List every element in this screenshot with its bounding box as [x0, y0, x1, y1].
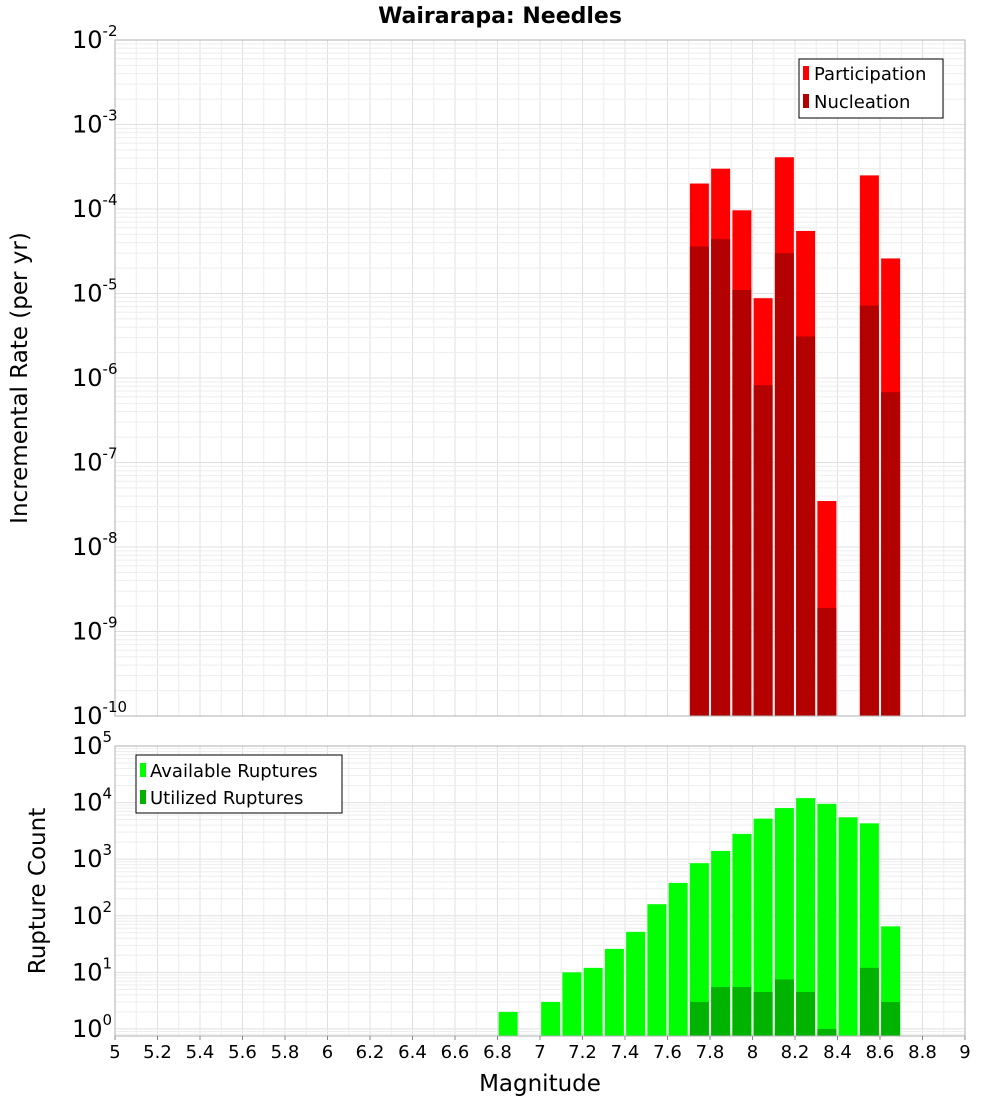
y-tick-label: 100 — [72, 1011, 112, 1043]
y-tick-label: 105 — [72, 728, 112, 760]
bar-available-ruptures — [774, 808, 794, 1036]
x-tick-label: 7.8 — [696, 1042, 725, 1063]
bar-available-ruptures — [668, 882, 688, 1036]
x-tick-label: 6.6 — [441, 1042, 470, 1063]
bar-available-ruptures — [817, 803, 837, 1036]
x-tick-label: 7 — [534, 1042, 545, 1063]
y-tick-label: 10-5 — [72, 276, 118, 308]
bar-nucleation — [817, 607, 837, 716]
bar-available-ruptures — [753, 818, 773, 1036]
bar-utilized-ruptures — [753, 991, 773, 1036]
bar-utilized-ruptures — [711, 987, 731, 1036]
top-panel-bars — [689, 157, 901, 717]
x-tick-label: 7.6 — [653, 1042, 682, 1063]
bar-nucleation — [753, 385, 773, 716]
x-tick-label: 7.4 — [611, 1042, 640, 1063]
x-tick-label: 8.8 — [908, 1042, 937, 1063]
y-tick-label: 10-7 — [72, 445, 118, 477]
top-panel-grid — [114, 40, 966, 717]
bar-available-ruptures — [732, 833, 752, 1036]
x-tick-label: 6.4 — [398, 1042, 427, 1063]
bar-nucleation — [774, 253, 794, 716]
y-tick-label: 10-10 — [72, 698, 127, 730]
bar-available-ruptures — [583, 967, 603, 1036]
top-legend: Participation Nucleation — [798, 58, 944, 119]
y-tick-label: 10-2 — [72, 22, 118, 54]
x-tick-label: 9 — [959, 1042, 970, 1063]
x-tick-label: 5 — [109, 1042, 120, 1063]
x-axis-ticks: 5 5.2 5.4 5.6 5.8 6 6.2 6.4 6.6 6.8 7 7.2 7.4 7.6 7.8 8… — [109, 1036, 971, 1063]
x-tick-label: 5.6 — [228, 1042, 257, 1063]
bar-utilized-ruptures — [881, 1001, 901, 1036]
bar-available-ruptures — [562, 972, 582, 1036]
top-legend-box — [798, 58, 944, 119]
x-tick-label: 6 — [322, 1042, 333, 1063]
bar-available-ruptures — [796, 798, 816, 1036]
legend-swatch-available-ruptures — [140, 763, 146, 777]
bar-utilized-ruptures — [796, 991, 816, 1036]
bottom-legend: Available Ruptures Utilized Ruptures — [135, 754, 343, 814]
bar-nucleation — [859, 305, 879, 716]
top-panel-frame — [114, 39, 966, 717]
legend-swatch-utilized-ruptures — [140, 790, 146, 804]
x-tick-label: 6.8 — [483, 1042, 512, 1063]
bar-utilized-ruptures — [689, 1001, 709, 1036]
x-tick-label: 5.2 — [143, 1042, 172, 1063]
legend-label-utilized-ruptures: Utilized Ruptures — [150, 788, 303, 809]
bar-utilized-ruptures — [859, 967, 879, 1036]
legend-swatch-nucleation — [803, 94, 809, 108]
legend-swatch-participation — [803, 66, 809, 80]
y-tick-label: 10-4 — [72, 191, 118, 223]
chart-title: Wairarapa: Needles — [378, 4, 622, 29]
bar-available-ruptures — [541, 1001, 561, 1036]
bar-utilized-ruptures — [817, 1028, 837, 1036]
y-tick-label: 102 — [72, 898, 112, 930]
y-tick-label: 10-6 — [72, 360, 118, 392]
bar-nucleation — [732, 290, 752, 716]
y-tick-label: 10-9 — [72, 614, 118, 646]
y-tick-label: 104 — [72, 785, 112, 817]
x-tick-label: 6.2 — [356, 1042, 385, 1063]
x-tick-label: 8.4 — [823, 1042, 852, 1063]
legend-label-available-ruptures: Available Ruptures — [150, 761, 318, 782]
bar-nucleation — [796, 336, 816, 716]
bar-nucleation — [881, 392, 901, 716]
bottom-legend-box — [135, 754, 343, 814]
bar-nucleation — [689, 246, 709, 716]
legend-label-participation: Participation — [814, 64, 926, 85]
x-tick-label: 8.2 — [781, 1042, 810, 1063]
bar-available-ruptures — [604, 948, 624, 1036]
legend-label-nucleation: Nucleation — [814, 92, 910, 113]
x-tick-label: 5.4 — [186, 1042, 215, 1063]
y-tick-label: 10-8 — [72, 529, 118, 561]
top-panel-y-ticks: 10-10 10-9 10-8 10-7 10-6 10-5 10-4 10-3 10-2 — [72, 22, 127, 730]
bottom-panel-bars — [498, 798, 901, 1036]
y-tick-label: 101 — [72, 954, 112, 986]
bar-available-ruptures — [838, 817, 858, 1036]
y-tick-label: 10-3 — [72, 107, 118, 139]
x-tick-label: 8.6 — [866, 1042, 895, 1063]
bar-nucleation — [711, 239, 731, 717]
bottom-panel-y-axis-label: Rupture Count — [25, 808, 51, 974]
y-tick-label: 103 — [72, 841, 112, 873]
bar-utilized-ruptures — [732, 987, 752, 1036]
x-tick-label: 7.2 — [568, 1042, 597, 1063]
bar-utilized-ruptures — [774, 979, 794, 1036]
bar-available-ruptures — [689, 863, 709, 1036]
top-panel-y-axis-label: Incremental Rate (per yr) — [7, 232, 33, 524]
bar-available-ruptures — [647, 904, 667, 1036]
bar-available-ruptures — [498, 1011, 518, 1036]
bottom-panel-y-ticks: 100 101 102 103 104 105 — [72, 728, 112, 1043]
bar-available-ruptures — [626, 931, 646, 1036]
x-tick-label: 8 — [747, 1042, 758, 1063]
x-tick-label: 5.8 — [271, 1042, 300, 1063]
x-axis-label: Magnitude — [479, 1071, 601, 1097]
